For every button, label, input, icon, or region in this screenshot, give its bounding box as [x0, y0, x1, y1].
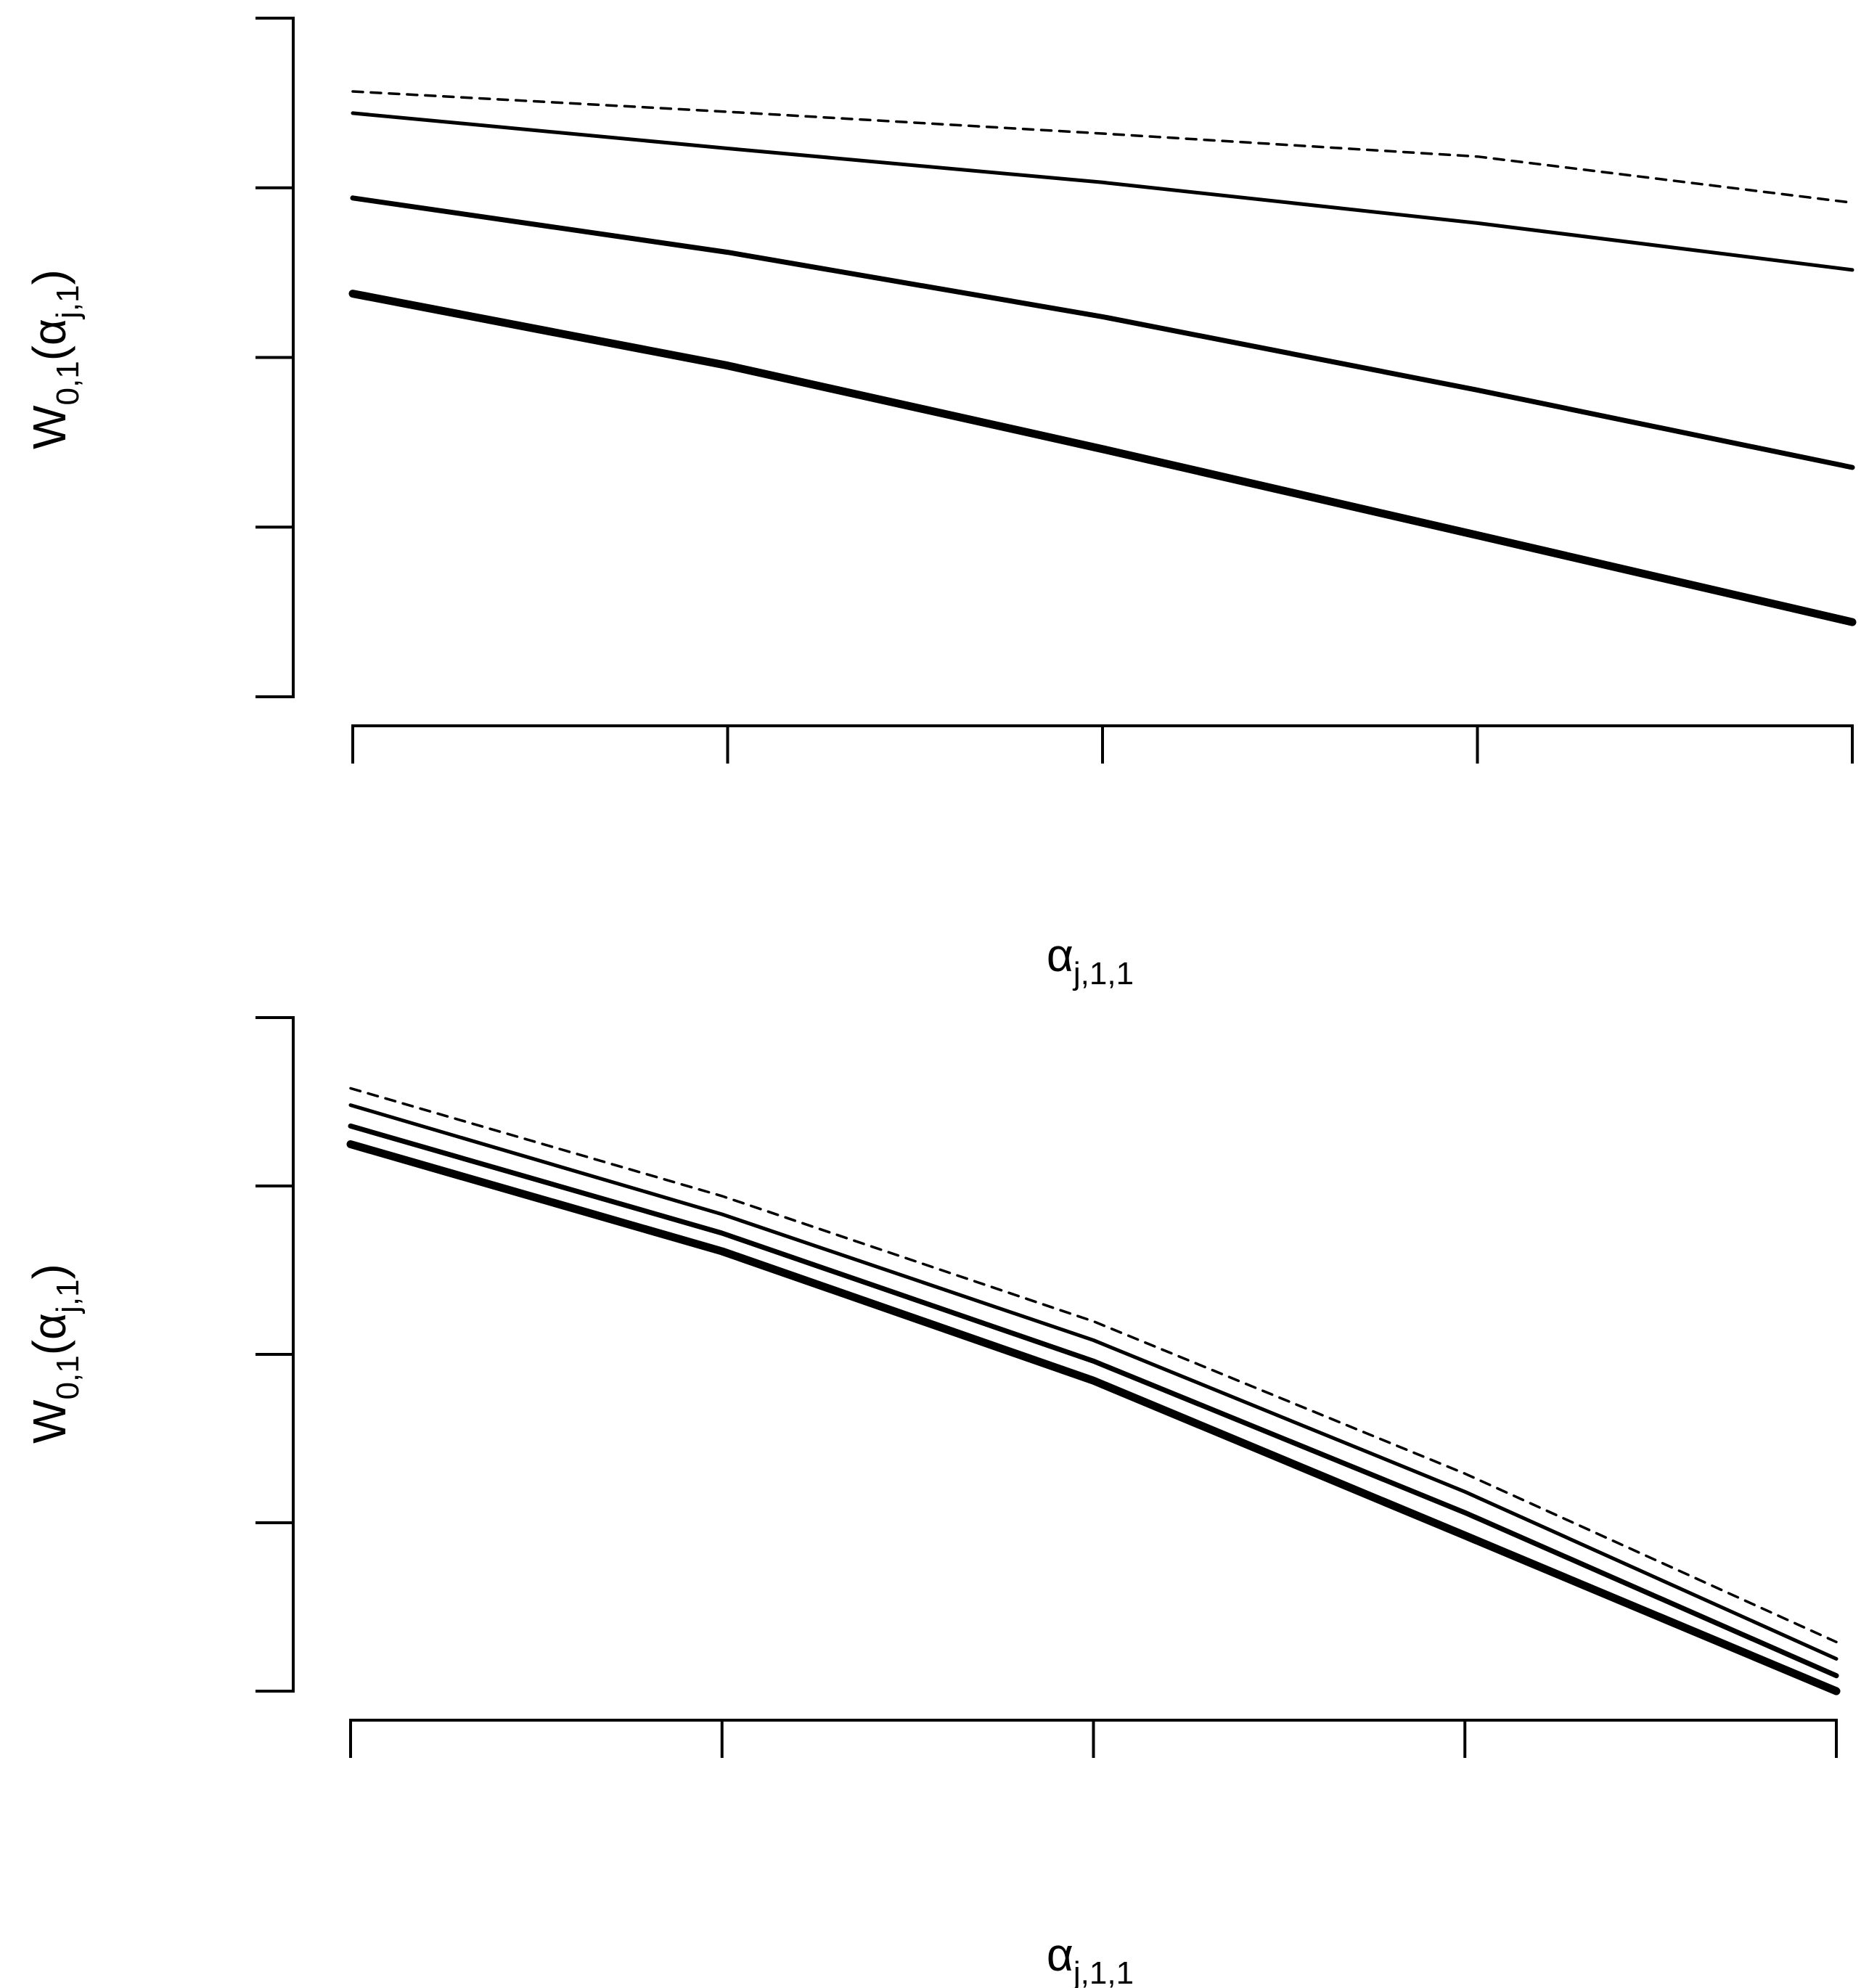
series-line-1 [351, 111, 1854, 272]
series-line-3 [346, 1140, 1841, 1695]
y-axis-title-main: W [23, 405, 75, 449]
y-axis-title-arg: α [23, 1313, 75, 1340]
y-axis-title-paren-close: ) [23, 269, 75, 285]
ticks [255, 1016, 1838, 1758]
series-group [348, 90, 1857, 626]
series-line-0 [351, 90, 1854, 205]
y-axis-title-paren-open: ( [23, 345, 75, 361]
y-axis-title: W0,1(αj,1) [23, 1264, 86, 1444]
x-axis-title-sub: j,1,1 [1072, 956, 1134, 991]
y-axis-title-paren-close: ) [23, 1264, 75, 1279]
x-axis-title: αj,1,1 [1047, 929, 1134, 991]
y-axis-title-sub: 0,1 [50, 361, 86, 405]
y-axis-title-sub: 0,1 [50, 1355, 86, 1399]
x-axis-title-sub: j,1,1 [1072, 1955, 1134, 1988]
series-line-0 [349, 1087, 1838, 1644]
series-line-1 [348, 1103, 1839, 1661]
y-axis-title-arg: α [23, 319, 75, 345]
y-axis-title: W0,1(αj,1) [23, 269, 86, 449]
bottom-panel: αj,1,1 W0,1(αj,1) [23, 1016, 1841, 1988]
ticks [255, 17, 1854, 764]
y-axis-title-paren-open: ( [23, 1340, 75, 1355]
y-axis-title-main: W [23, 1399, 75, 1444]
y-axis-title-arg-sub: j,1 [50, 285, 86, 319]
x-axis-title-main: α [1047, 1928, 1073, 1981]
top-panel: αj,1,1 W0,1(αj,1) [23, 17, 1857, 991]
series-group [346, 1087, 1841, 1695]
x-axis-title: αj,1,1 [1047, 1928, 1134, 1988]
y-axis-title-arg-sub: j,1 [50, 1279, 86, 1314]
series-line-3 [348, 290, 1857, 626]
x-axis-title-main: α [1047, 929, 1073, 981]
series-line-2 [350, 195, 1855, 470]
series-line-2 [348, 1123, 1839, 1679]
